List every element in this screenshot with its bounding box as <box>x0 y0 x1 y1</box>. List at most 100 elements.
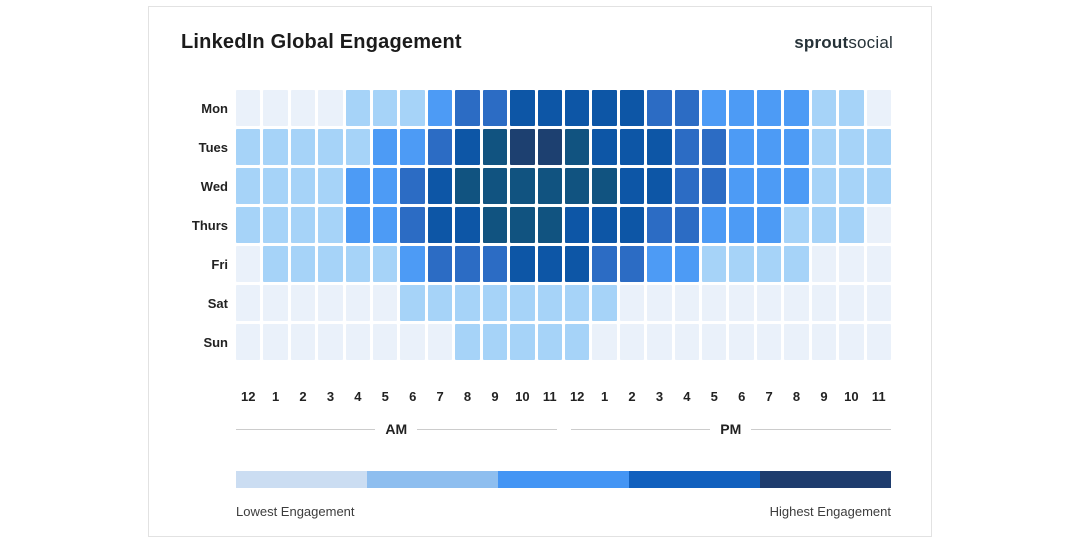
heatmap-cell <box>756 285 782 321</box>
heatmap-cell <box>373 129 398 165</box>
heatmap-cell <box>839 168 864 204</box>
heatmap-cell <box>564 129 590 165</box>
logo-text-regular: social <box>848 32 893 52</box>
heatmap-cell <box>318 246 343 282</box>
heatmap-cell <box>455 207 480 243</box>
pm-line-left <box>570 428 711 430</box>
heatmap-cell <box>811 285 837 321</box>
heatmap-cell <box>400 246 425 282</box>
heatmap-cell <box>345 246 371 282</box>
card-header: LinkedIn Global Engagement sproutsocial <box>181 31 893 54</box>
heatmap-cell <box>647 246 672 282</box>
heatmap-cell <box>702 207 727 243</box>
heatmap-cell <box>482 90 508 126</box>
heatmap-cell <box>564 246 590 282</box>
heatmap-cell <box>510 207 535 243</box>
pm-label: PM <box>720 421 742 437</box>
heatmap-cell <box>619 90 645 126</box>
heatmap-row-sat: Sat <box>181 285 891 321</box>
hour-label: 5 <box>710 389 718 404</box>
heatmap-cell <box>756 168 782 204</box>
heatmap-cell <box>811 90 837 126</box>
heatmap-cell <box>236 129 261 165</box>
heatmap-cell <box>427 168 453 204</box>
heatmap-cell <box>866 246 891 282</box>
heatmap-cell <box>702 90 727 126</box>
heatmap-cell <box>647 129 672 165</box>
legend-segment-4 <box>629 471 760 488</box>
heatmap-cell <box>510 129 535 165</box>
heatmap-cell <box>290 285 316 321</box>
heatmap-cell <box>345 129 371 165</box>
heatmap-cell <box>345 285 371 321</box>
hour-label: 9 <box>820 389 828 404</box>
heatmap-cell <box>373 168 398 204</box>
heatmap-cell <box>482 168 508 204</box>
heatmap-cell <box>318 90 343 126</box>
heatmap-cell <box>756 129 782 165</box>
legend-segment-1 <box>236 471 367 488</box>
day-label-mon: Mon <box>201 100 228 116</box>
heatmap-cell <box>455 246 480 282</box>
heatmap-cell <box>427 207 453 243</box>
day-label-sat: Sat <box>207 295 228 311</box>
am-line-left <box>236 428 376 430</box>
heatmap-cell <box>811 246 837 282</box>
heatmap-cell <box>839 324 864 360</box>
hour-label: 3 <box>655 389 664 404</box>
heatmap-cell <box>729 324 754 360</box>
day-label-sun: Sun <box>203 334 228 350</box>
heatmap-cell <box>729 246 754 282</box>
heatmap-cell <box>784 246 809 282</box>
heatmap-cell <box>318 324 343 360</box>
day-label-thurs: Thurs <box>191 217 228 233</box>
legend-labels: Lowest Engagement Highest Engagement <box>236 504 891 519</box>
heatmap-row-mon: Mon <box>181 90 891 126</box>
heatmap-cell <box>510 324 535 360</box>
heatmap-cell <box>729 129 754 165</box>
heatmap-cell <box>510 285 535 321</box>
heatmap-cell <box>290 246 316 282</box>
heatmap-cell <box>647 285 672 321</box>
heatmap-cell <box>647 324 672 360</box>
heatmap-cell <box>839 246 864 282</box>
heatmap-cells <box>236 207 891 243</box>
heatmap-cell <box>290 129 316 165</box>
heatmap-cell <box>592 324 617 360</box>
heatmap-cell <box>784 90 809 126</box>
heatmap-cell <box>619 246 645 282</box>
heatmap-cell <box>290 90 316 126</box>
heatmap-cell <box>263 285 288 321</box>
hour-label: 4 <box>354 389 362 404</box>
heatmap-row-sun: Sun <box>181 324 891 360</box>
heatmap-cell <box>318 129 343 165</box>
heatmap-cell <box>263 90 288 126</box>
heatmap-cell <box>702 285 727 321</box>
am-line-right <box>417 428 557 430</box>
pm-section: PM <box>570 421 891 437</box>
period-axis: AM PM <box>236 421 891 437</box>
heatmap-cell <box>400 168 425 204</box>
heatmap-cell <box>290 324 316 360</box>
heatmap-cell <box>373 285 398 321</box>
heatmap-cells <box>236 324 891 360</box>
heatmap-cell <box>866 285 891 321</box>
am-section: AM <box>236 421 557 437</box>
hour-label: 2 <box>628 389 636 404</box>
heatmap-cell <box>263 246 288 282</box>
heatmap-cell <box>537 90 562 126</box>
heatmap-cell <box>729 207 754 243</box>
heatmap-cell <box>839 129 864 165</box>
heatmap-cell <box>729 168 754 204</box>
heatmap-cell <box>811 207 837 243</box>
heatmap-cell <box>756 207 782 243</box>
heatmap-cells <box>236 285 891 321</box>
day-label-tues: Tues <box>198 139 228 155</box>
heatmap-cell <box>756 324 782 360</box>
heatmap-cell <box>345 324 371 360</box>
heatmap-cell <box>674 207 700 243</box>
heatmap-cell <box>263 129 288 165</box>
heatmap-cell <box>619 129 645 165</box>
heatmap-cell <box>784 324 809 360</box>
heatmap-cell <box>729 90 754 126</box>
